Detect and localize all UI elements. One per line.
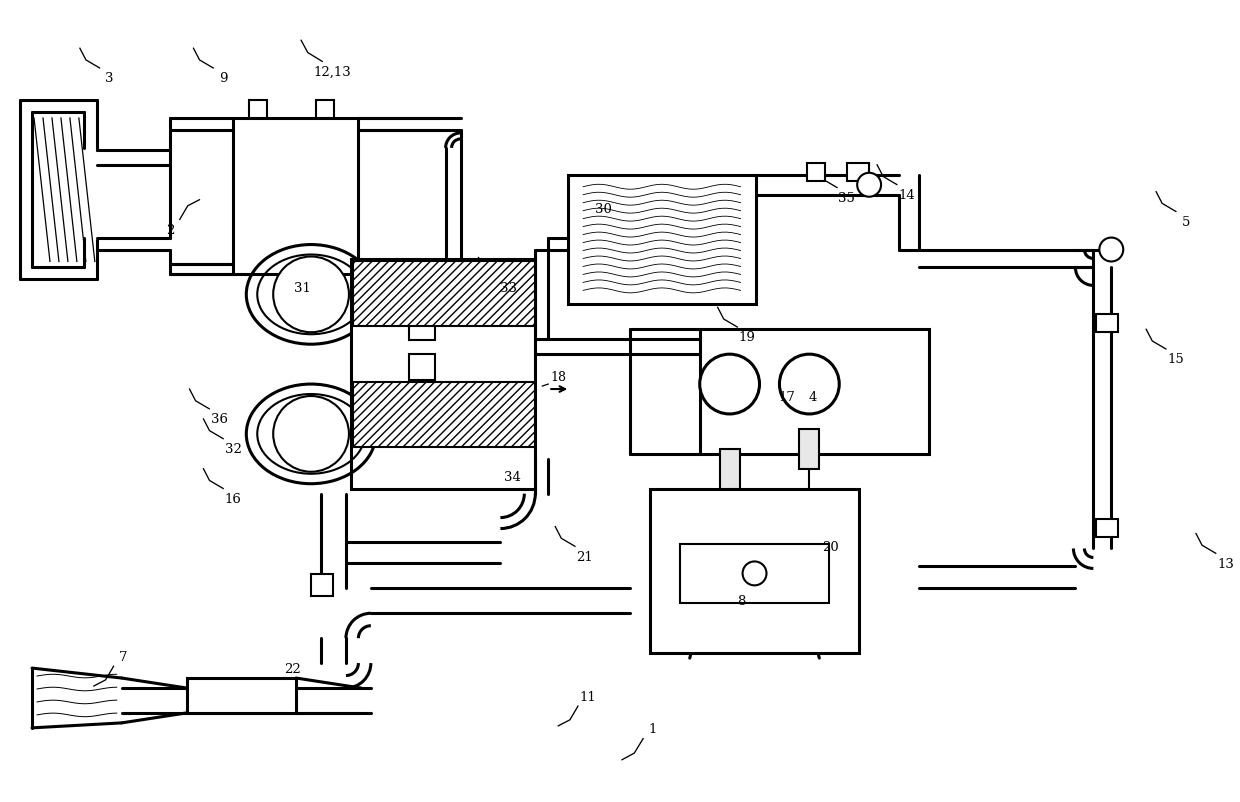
Bar <box>311 575 334 597</box>
Text: 32: 32 <box>224 443 242 456</box>
Bar <box>650 489 859 654</box>
Bar <box>800 429 820 469</box>
Circle shape <box>273 257 348 333</box>
Text: 17: 17 <box>779 391 796 403</box>
Bar <box>680 544 830 604</box>
Text: 21: 21 <box>577 550 593 563</box>
Text: 22: 22 <box>284 662 301 675</box>
Circle shape <box>273 396 348 472</box>
Text: 20: 20 <box>822 540 839 553</box>
Circle shape <box>743 561 766 585</box>
Circle shape <box>699 354 760 415</box>
Text: 30: 30 <box>595 203 611 216</box>
Text: 2: 2 <box>166 224 174 237</box>
Bar <box>233 119 358 275</box>
Bar <box>580 184 744 297</box>
Text: 31: 31 <box>294 282 311 294</box>
Bar <box>847 164 869 181</box>
Text: 13: 13 <box>1218 557 1234 570</box>
Text: 3: 3 <box>105 72 114 85</box>
Text: 36: 36 <box>211 412 228 426</box>
Text: 9: 9 <box>218 72 227 85</box>
Text: 8: 8 <box>737 593 745 607</box>
Text: 14: 14 <box>898 188 915 201</box>
Bar <box>409 315 435 341</box>
Text: 11: 11 <box>579 690 596 703</box>
Bar <box>719 449 739 489</box>
Bar <box>351 260 536 489</box>
Text: 15: 15 <box>1167 353 1184 366</box>
Circle shape <box>857 173 882 197</box>
Text: 1: 1 <box>649 723 657 735</box>
Bar <box>568 176 755 305</box>
Text: 7: 7 <box>119 650 128 663</box>
Bar <box>807 164 826 181</box>
Text: 19: 19 <box>739 331 755 344</box>
Text: 18: 18 <box>551 371 567 383</box>
Bar <box>316 101 334 119</box>
Text: 4: 4 <box>808 391 817 403</box>
Text: 34: 34 <box>503 470 521 484</box>
Bar <box>353 383 536 448</box>
Bar <box>186 678 296 713</box>
Text: 5: 5 <box>1182 216 1190 229</box>
Bar <box>1096 519 1118 537</box>
Bar <box>1096 315 1118 333</box>
Bar <box>353 262 536 327</box>
Text: 35: 35 <box>838 192 856 205</box>
Bar <box>699 330 929 454</box>
Bar <box>409 354 435 381</box>
Circle shape <box>1100 238 1123 262</box>
Bar <box>249 101 268 119</box>
Text: 12,13: 12,13 <box>314 66 351 79</box>
Text: 16: 16 <box>224 492 242 505</box>
Text: 33: 33 <box>500 282 517 294</box>
Circle shape <box>780 354 839 415</box>
